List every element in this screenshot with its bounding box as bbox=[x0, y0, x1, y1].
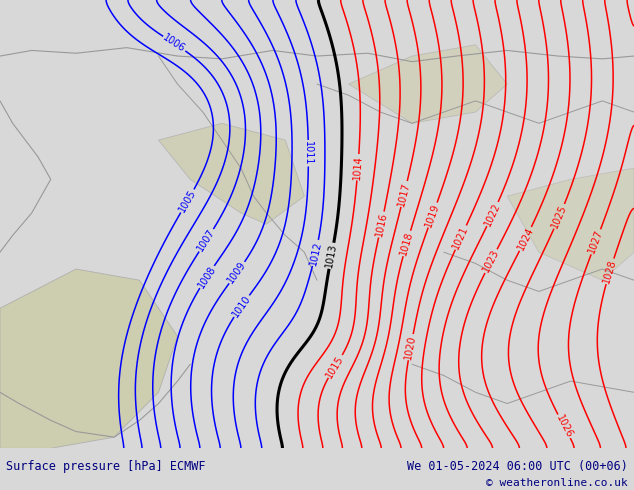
Text: 1008: 1008 bbox=[196, 264, 217, 290]
Text: 1020: 1020 bbox=[403, 334, 418, 360]
Text: 1007: 1007 bbox=[195, 227, 217, 253]
Polygon shape bbox=[349, 45, 507, 123]
Text: 1024: 1024 bbox=[515, 226, 536, 252]
Text: 1011: 1011 bbox=[303, 141, 313, 166]
Polygon shape bbox=[158, 123, 304, 224]
Text: 1022: 1022 bbox=[483, 201, 502, 227]
Text: 1013: 1013 bbox=[325, 243, 339, 269]
Text: Surface pressure [hPa] ECMWF: Surface pressure [hPa] ECMWF bbox=[6, 460, 206, 473]
Polygon shape bbox=[507, 168, 634, 280]
Text: 1019: 1019 bbox=[424, 202, 441, 228]
Text: © weatheronline.co.uk: © weatheronline.co.uk bbox=[486, 478, 628, 488]
Text: We 01-05-2024 06:00 UTC (00+06): We 01-05-2024 06:00 UTC (00+06) bbox=[407, 460, 628, 473]
Text: 1010: 1010 bbox=[230, 293, 253, 319]
Text: 1016: 1016 bbox=[374, 212, 389, 238]
Text: 1026: 1026 bbox=[554, 413, 574, 440]
Polygon shape bbox=[0, 269, 178, 448]
Text: 1028: 1028 bbox=[602, 258, 618, 285]
Text: 1015: 1015 bbox=[325, 353, 346, 380]
Text: 1018: 1018 bbox=[399, 230, 415, 257]
Text: 1025: 1025 bbox=[550, 203, 569, 230]
Text: 1027: 1027 bbox=[587, 228, 605, 255]
Text: 1017: 1017 bbox=[396, 181, 412, 207]
Text: 1005: 1005 bbox=[177, 188, 198, 214]
Text: 1009: 1009 bbox=[226, 260, 248, 286]
Text: 1021: 1021 bbox=[451, 224, 470, 251]
Text: 1006: 1006 bbox=[161, 33, 187, 54]
Text: 1014: 1014 bbox=[352, 155, 364, 180]
Text: 1023: 1023 bbox=[481, 248, 501, 274]
Text: 1012: 1012 bbox=[308, 240, 323, 266]
